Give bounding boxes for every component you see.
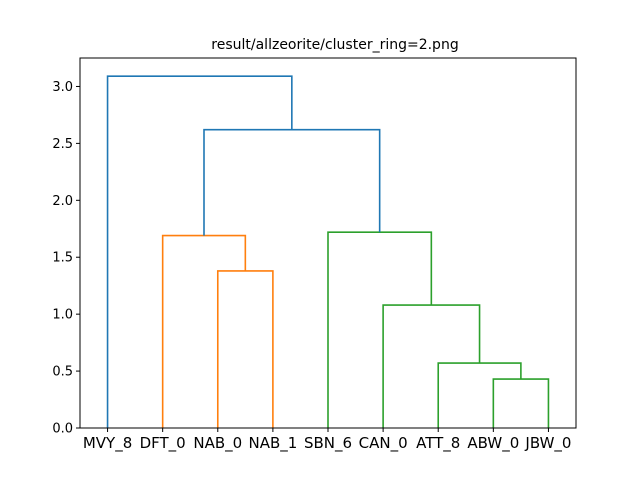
leaf-label: SBN_6 [304, 434, 352, 453]
leaf-label: DFT_0 [140, 434, 186, 453]
y-tick-label: 3.0 [52, 80, 73, 95]
leaf-label: ATT_8 [416, 434, 460, 453]
dendrogram-link-5 [382, 304, 481, 428]
chart-title: result/allzeorite/cluster_ring=2.png [211, 37, 458, 53]
y-tick-label: 1.0 [52, 308, 73, 323]
leaf-label: ABW_0 [467, 434, 519, 453]
dendrogram-link-3 [492, 378, 550, 428]
leaf-label: MVY_8 [83, 434, 132, 453]
leaf-label: NAB_1 [248, 434, 297, 453]
leaf-label: NAB_0 [193, 434, 242, 453]
dendrogram-link-6 [327, 231, 433, 428]
dendrogram-link-2 [161, 234, 247, 428]
y-tick-label: 2.0 [52, 194, 73, 209]
y-axis: 0.0 0.5 1.0 1.5 2.0 2.5 3.0 [52, 80, 80, 437]
dendrogram-link-1 [216, 270, 274, 428]
dendrogram-link-7 [203, 128, 381, 236]
x-axis: MVY_8 DFT_0 NAB_0 NAB_1 SBN_6 CAN_0 ATT_8 ABW_0… [83, 428, 571, 453]
leaf-label: JBW_0 [524, 434, 571, 453]
y-tick-label: 2.5 [52, 137, 73, 152]
y-tick-label: 0.5 [52, 365, 73, 380]
y-tick-label: 0.0 [52, 422, 73, 437]
dendrogram-links [106, 75, 550, 428]
leaf-label: CAN_0 [359, 434, 408, 453]
dendrogram-link-8 [106, 75, 293, 428]
y-tick-label: 1.5 [52, 251, 73, 266]
dendrogram-link-4 [437, 362, 522, 428]
